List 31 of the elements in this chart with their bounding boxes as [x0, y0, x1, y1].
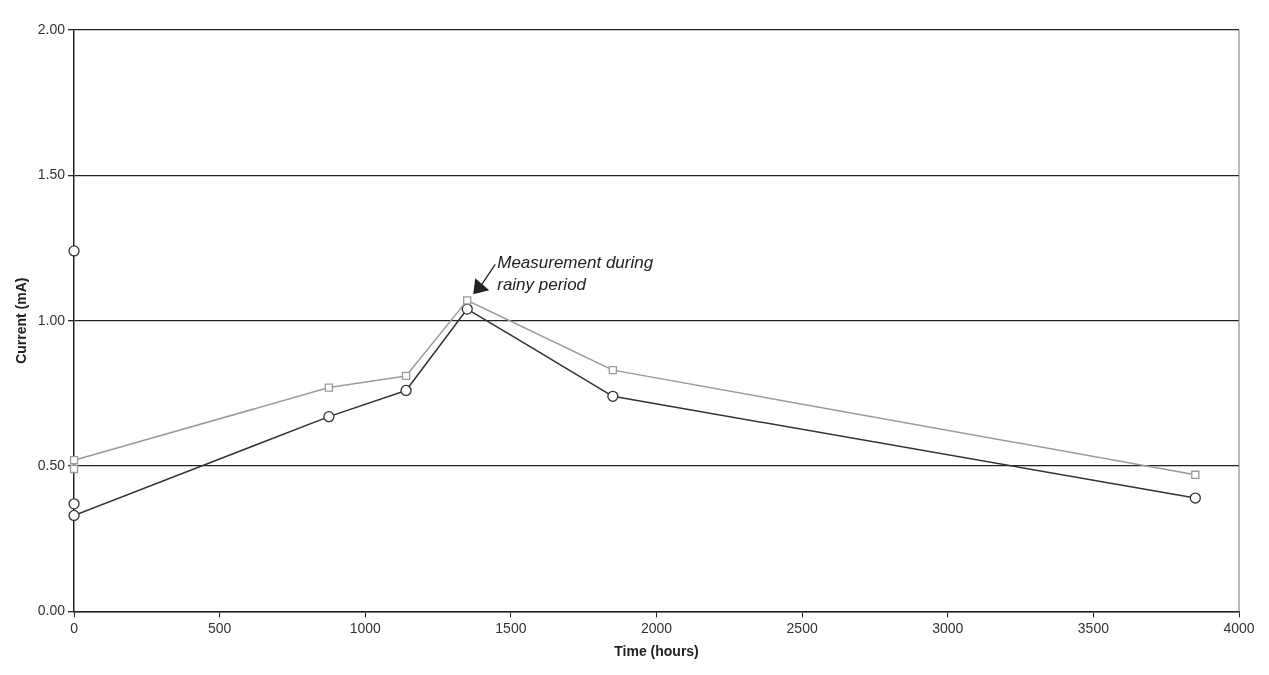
y-tick-label: 0.00 — [37, 602, 66, 619]
x-tick-label: 2500 — [786, 619, 818, 636]
point — [608, 365, 618, 375]
x-tick-label: 2000 — [640, 619, 673, 636]
point — [69, 464, 79, 474]
point — [68, 509, 80, 522]
x-tick-label: 1000 — [349, 619, 382, 636]
y-tick-label: 2.00 — [37, 20, 66, 37]
point — [1191, 470, 1200, 479]
point — [324, 383, 334, 392]
y-tick-label: 1.00 — [37, 311, 66, 328]
y-tick-label: 0.50 — [37, 456, 66, 473]
point — [607, 390, 619, 402]
x-axis-title: Time (hours) — [614, 643, 699, 660]
point — [1189, 492, 1201, 504]
x-tick-label: 3500 — [1077, 619, 1110, 636]
x-tick-label: 4000 — [1223, 619, 1255, 636]
point — [323, 410, 335, 423]
x-tick-label: 500 — [207, 619, 232, 636]
point — [401, 371, 411, 381]
point — [463, 296, 472, 305]
y-tick-label: 1.50 — [37, 166, 66, 183]
annotation: Measurement during rainy period — [497, 253, 654, 295]
point — [400, 384, 412, 397]
x-tick-label: 0 — [70, 619, 79, 636]
x-tick-label: 3000 — [932, 619, 964, 636]
point — [69, 456, 79, 465]
x-tick-label: 1500 — [495, 619, 527, 636]
point — [68, 245, 80, 257]
point — [68, 498, 80, 510]
y-axis-title: Current (mA) — [13, 277, 30, 364]
